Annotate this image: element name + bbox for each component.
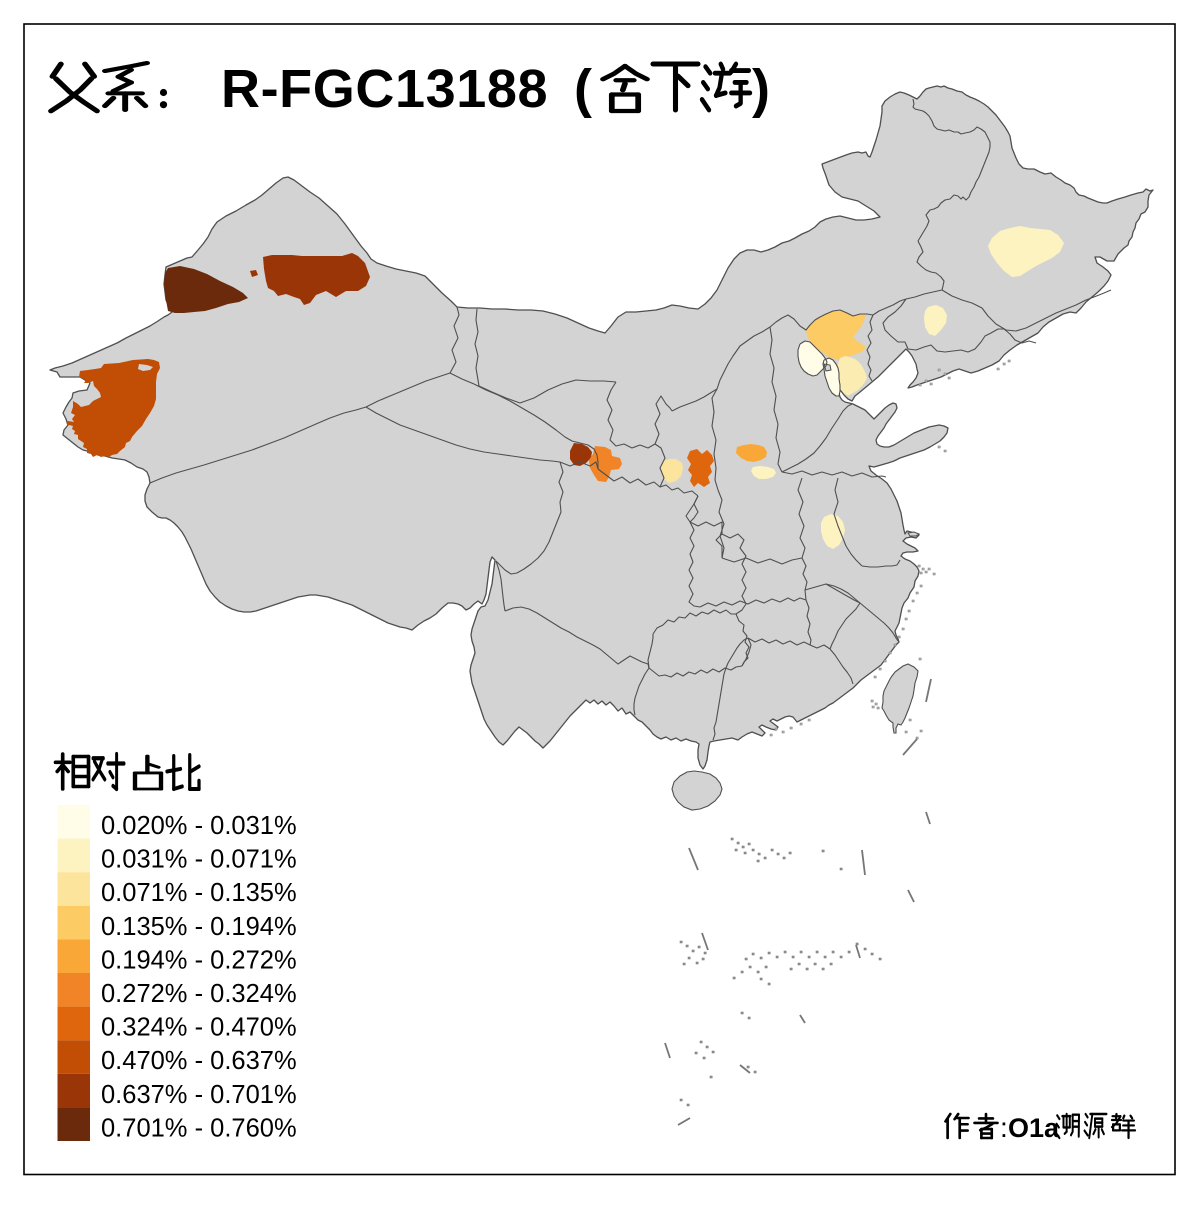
svg-text:0.470% - 0.637%: 0.470% - 0.637%	[101, 1047, 297, 1075]
svg-text:0.020% - 0.031%: 0.020% - 0.031%	[101, 812, 297, 840]
svg-text:0.272% - 0.324%: 0.272% - 0.324%	[101, 980, 297, 1008]
svg-text:(: (	[574, 59, 592, 119]
svg-text:0.071% - 0.135%: 0.071% - 0.135%	[101, 879, 297, 907]
svg-text:R-FGC13188: R-FGC13188	[221, 59, 548, 119]
svg-text:0.701% - 0.760%: 0.701% - 0.760%	[101, 1114, 297, 1142]
svg-text:0.637% - 0.701%: 0.637% - 0.701%	[101, 1081, 297, 1109]
svg-text:O1a: O1a	[1008, 1113, 1060, 1143]
svg-text::: :	[1000, 1112, 1008, 1143]
svg-text:0.031% - 0.071%: 0.031% - 0.071%	[101, 846, 297, 874]
svg-text:0.324% - 0.470%: 0.324% - 0.470%	[101, 1014, 297, 1042]
svg-text:0.194% - 0.272%: 0.194% - 0.272%	[101, 946, 297, 974]
svg-text:0.135% - 0.194%: 0.135% - 0.194%	[101, 913, 297, 941]
svg-text:): )	[752, 59, 770, 119]
